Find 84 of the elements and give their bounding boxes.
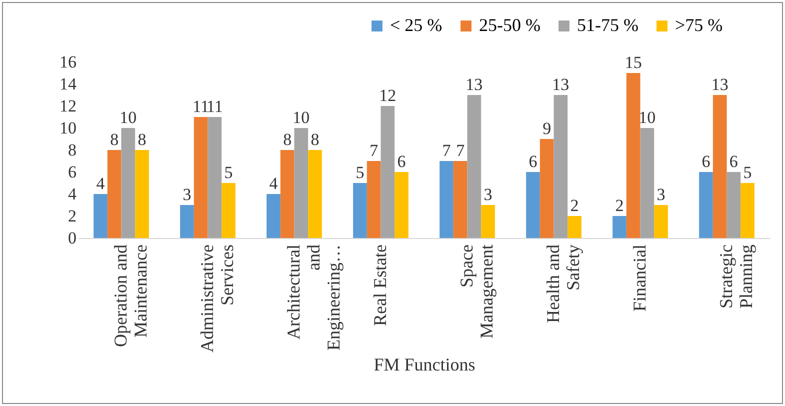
bar bbox=[699, 172, 713, 238]
data-label: 3 bbox=[182, 185, 192, 204]
x-tick-label: Financial bbox=[629, 244, 650, 312]
data-label: 8 bbox=[310, 130, 320, 149]
data-label: 6 bbox=[702, 152, 710, 171]
x-tick-label: Administrative Services bbox=[196, 244, 237, 352]
x-axis-title: FM Functions bbox=[374, 354, 476, 374]
data-label: 5 bbox=[356, 163, 364, 182]
y-tick-label: 6 bbox=[68, 162, 76, 182]
y-tick-label: 4 bbox=[68, 184, 77, 204]
data-label: 10 bbox=[120, 108, 137, 127]
bar bbox=[294, 128, 308, 238]
bar bbox=[266, 194, 280, 238]
data-label: 8 bbox=[110, 130, 119, 149]
bar bbox=[107, 150, 122, 238]
bar bbox=[366, 161, 381, 238]
bar bbox=[640, 128, 654, 238]
data-label: 6 bbox=[528, 152, 538, 171]
data-label: 13 bbox=[711, 75, 728, 94]
bar bbox=[467, 95, 482, 238]
bar bbox=[135, 150, 149, 238]
data-label: 13 bbox=[466, 75, 483, 94]
legend-label: >75 % bbox=[675, 15, 723, 35]
bar bbox=[208, 117, 222, 238]
x-tick-label: Operation and Maintenance bbox=[110, 244, 150, 347]
y-tick-label: 8 bbox=[68, 140, 76, 160]
data-label: 2 bbox=[570, 196, 579, 215]
bar bbox=[481, 205, 495, 238]
bar bbox=[380, 106, 395, 238]
data-label: 12 bbox=[379, 86, 396, 105]
y-tick-label: 2 bbox=[68, 206, 76, 226]
y-tick-label: 12 bbox=[60, 96, 76, 116]
data-label: 5 bbox=[224, 163, 233, 182]
data-label: 4 bbox=[96, 174, 106, 193]
data-label: 7 bbox=[370, 141, 379, 160]
bar bbox=[280, 150, 294, 238]
data-label: 13 bbox=[552, 75, 570, 94]
bar bbox=[726, 172, 741, 238]
x-tick-label: Architectural and Engineering… bbox=[283, 244, 344, 350]
x-tick-label: Real Estate bbox=[370, 244, 390, 326]
bar bbox=[554, 95, 568, 238]
data-label: 3 bbox=[484, 185, 492, 204]
legend-label: < 25 % bbox=[390, 15, 442, 35]
bar bbox=[180, 205, 194, 238]
bar bbox=[308, 150, 322, 238]
bar bbox=[453, 161, 468, 238]
bar bbox=[94, 194, 108, 238]
data-label: 15 bbox=[624, 53, 642, 72]
bar bbox=[440, 161, 454, 238]
data-label: 4 bbox=[269, 174, 278, 193]
y-tick-label: 0 bbox=[68, 228, 76, 248]
bar bbox=[740, 183, 754, 238]
bar bbox=[612, 216, 626, 238]
bar bbox=[222, 183, 236, 238]
legend-label: 25-50 % bbox=[479, 15, 540, 35]
data-label: 6 bbox=[729, 152, 738, 171]
bar bbox=[568, 216, 582, 238]
x-tick-label: Health and Safety bbox=[542, 244, 583, 323]
bar bbox=[394, 172, 408, 238]
data-label: 7 bbox=[456, 141, 466, 160]
data-label: 9 bbox=[542, 119, 552, 138]
data-label: 5 bbox=[743, 163, 752, 182]
bar bbox=[353, 183, 367, 238]
data-label: 10 bbox=[638, 108, 656, 127]
bar bbox=[194, 117, 208, 238]
y-tick-label: 16 bbox=[60, 52, 76, 72]
data-label: 2 bbox=[615, 196, 624, 215]
data-label: 7 bbox=[442, 141, 452, 160]
data-label: 6 bbox=[397, 152, 406, 171]
x-tick-label: Strategic Planning bbox=[716, 244, 756, 309]
data-label: 8 bbox=[283, 130, 292, 149]
data-label: 8 bbox=[138, 130, 146, 149]
bar bbox=[526, 172, 540, 238]
bar bbox=[712, 95, 727, 238]
data-label: 10 bbox=[292, 108, 310, 127]
bar bbox=[626, 73, 640, 238]
y-tick-label: 10 bbox=[60, 118, 76, 138]
bar bbox=[654, 205, 668, 238]
data-label: 3 bbox=[656, 185, 666, 204]
x-tick-label: Space Management bbox=[456, 244, 496, 338]
legend-label: 51-75 % bbox=[577, 15, 638, 35]
bar bbox=[121, 128, 136, 238]
bar bbox=[540, 139, 554, 238]
y-tick-label: 14 bbox=[60, 74, 77, 94]
